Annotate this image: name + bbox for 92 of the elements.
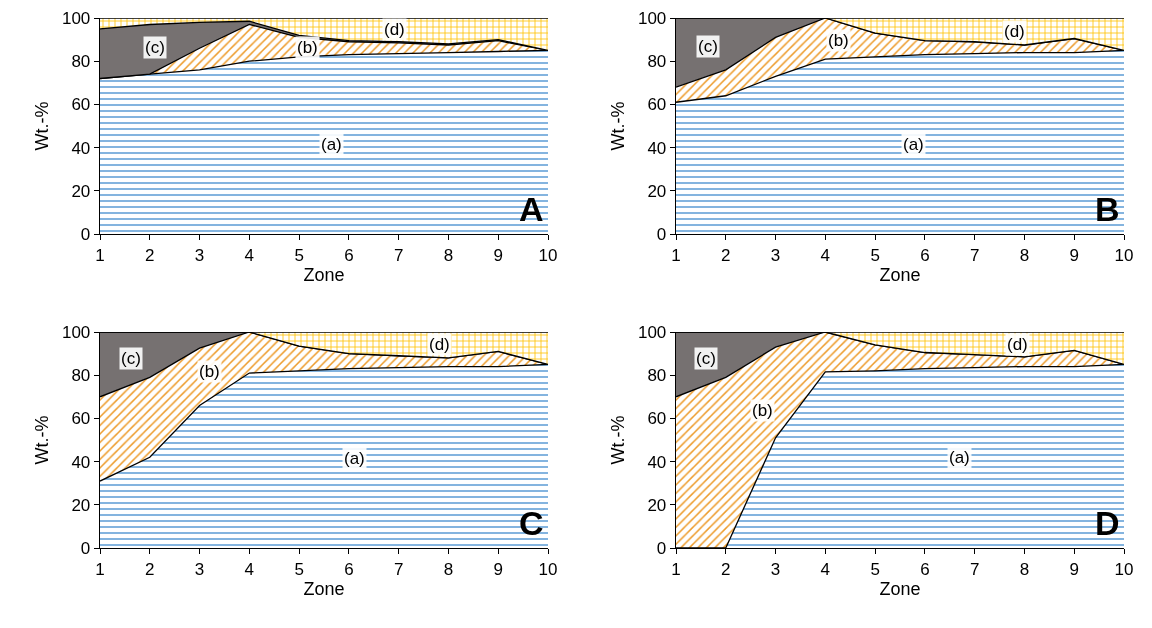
y-tick-label: 60: [71, 95, 91, 115]
series-label: (b): [828, 31, 849, 50]
x-tick-label: 4: [820, 559, 831, 579]
y-tick-label: 0: [80, 224, 91, 244]
x-tick-label: 5: [870, 245, 880, 265]
y-tick-label: 60: [71, 409, 91, 429]
series-label: (c): [698, 37, 718, 56]
y-tick-label: 80: [647, 366, 667, 386]
x-tick-label: 10: [1114, 245, 1134, 265]
x-axis-title: Zone: [879, 264, 921, 285]
y-tick-label: 80: [71, 52, 91, 72]
x-tick-label: 8: [443, 245, 454, 265]
x-tick-label: 10: [538, 559, 558, 579]
y-axis-title: Wt.-%: [608, 101, 629, 151]
x-tick-label: 1: [95, 245, 105, 265]
x-tick-label: 2: [145, 245, 155, 265]
y-tick-label: 100: [61, 8, 91, 28]
x-tick-label: 7: [969, 245, 980, 265]
y-tick-label: 40: [647, 452, 667, 472]
y-tick-label: 0: [656, 538, 667, 558]
annotation: D: [1095, 504, 1120, 542]
series-label: (c): [145, 38, 165, 57]
y-axis-title: Wt.-%: [32, 415, 53, 465]
y-tick-label: 80: [647, 52, 667, 72]
x-tick-label: 4: [820, 245, 831, 265]
y-tick-label: 100: [61, 322, 91, 342]
y-tick-label: 60: [647, 95, 667, 115]
y-tick-label: 40: [71, 452, 91, 472]
y-tick-label: 100: [637, 322, 667, 342]
x-tick-label: 3: [194, 245, 205, 265]
y-tick-label: 60: [647, 409, 667, 429]
x-tick-label: 5: [294, 559, 304, 579]
y-axis-title: Wt.-%: [32, 101, 53, 151]
x-tick-label: 7: [393, 245, 404, 265]
series-label: (a): [903, 135, 924, 154]
series-label: (d): [429, 335, 450, 354]
x-tick-label: 3: [770, 245, 781, 265]
x-axis-title: Zone: [303, 578, 345, 599]
x-axis-title: Zone: [879, 578, 921, 599]
x-tick-label: 8: [443, 559, 454, 579]
x-tick-label: 10: [538, 245, 558, 265]
x-tick-label: 3: [194, 559, 205, 579]
series-label: (a): [949, 448, 970, 467]
y-tick-label: 40: [647, 138, 667, 158]
y-tick-label: 0: [80, 538, 91, 558]
x-tick-label: 1: [671, 245, 681, 265]
annotation: C: [519, 504, 544, 542]
x-tick-label: 1: [671, 559, 681, 579]
x-tick-label: 8: [1019, 245, 1030, 265]
series-label: (b): [297, 38, 318, 57]
annotation: A: [519, 190, 544, 228]
series-label: (b): [752, 401, 773, 420]
y-tick-label: 20: [71, 181, 91, 201]
x-tick-label: 5: [870, 559, 880, 579]
x-tick-label: 1: [95, 559, 105, 579]
annotation: B: [1095, 190, 1120, 228]
series-label: (b): [199, 362, 220, 381]
x-axis-title: Zone: [303, 264, 345, 285]
x-tick-label: 9: [1069, 245, 1079, 265]
x-tick-label: 6: [920, 559, 930, 579]
series-label: (d): [1007, 335, 1028, 354]
x-tick-label: 9: [493, 245, 503, 265]
x-tick-label: 8: [1019, 559, 1030, 579]
x-tick-label: 2: [721, 559, 731, 579]
x-tick-label: 6: [920, 245, 930, 265]
x-tick-label: 10: [1114, 559, 1134, 579]
x-tick-label: 2: [145, 559, 155, 579]
x-tick-label: 3: [770, 559, 781, 579]
series-label: (c): [121, 349, 141, 368]
y-tick-label: 20: [647, 181, 667, 201]
series-label: (d): [1004, 22, 1025, 41]
y-tick-label: 40: [71, 138, 91, 158]
x-tick-label: 6: [344, 245, 354, 265]
x-tick-label: 6: [344, 559, 354, 579]
y-tick-label: 20: [71, 495, 91, 515]
x-tick-label: 7: [969, 559, 980, 579]
x-tick-label: 7: [393, 559, 404, 579]
x-tick-label: 2: [721, 245, 731, 265]
x-tick-label: 4: [244, 559, 255, 579]
series-label: (d): [384, 20, 405, 39]
x-tick-label: 9: [493, 559, 503, 579]
series-label: (c): [696, 349, 716, 368]
y-tick-label: 100: [637, 8, 667, 28]
x-tick-label: 5: [294, 245, 304, 265]
y-tick-label: 80: [71, 366, 91, 386]
x-tick-label: 9: [1069, 559, 1079, 579]
series-label: (a): [321, 135, 342, 154]
series-label: (a): [344, 449, 365, 468]
y-tick-label: 0: [656, 224, 667, 244]
y-tick-label: 20: [647, 495, 667, 515]
x-tick-label: 4: [244, 245, 255, 265]
y-axis-title: Wt.-%: [608, 415, 629, 465]
